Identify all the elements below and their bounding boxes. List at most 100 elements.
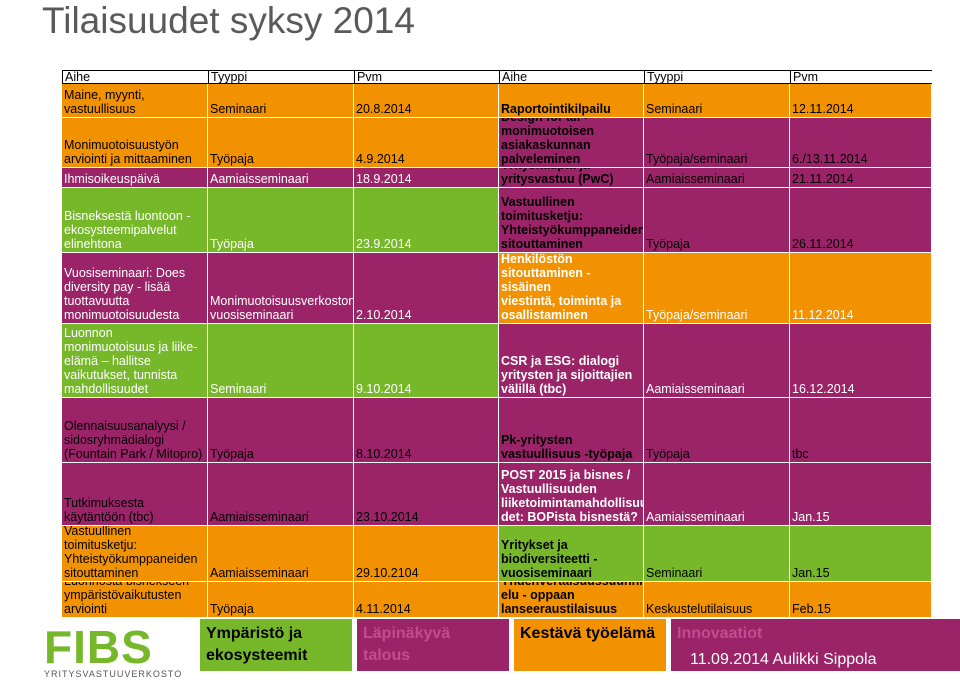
- left-row-2-type-text: Aamiaisseminaari: [210, 172, 309, 186]
- right-row-9-date-text: Feb.15: [792, 602, 831, 616]
- left-row-9-date-text: 4.11.2014: [356, 602, 411, 616]
- table-header-0-text: Aihe: [65, 70, 91, 84]
- right-row-6-topic-text: Pk-yritysten vastuullisuus -työpaja: [501, 433, 633, 461]
- right-row-5-date-text: 16.12.2014: [792, 382, 855, 396]
- right-row-4-date-text: 11.12.2014: [792, 308, 854, 322]
- right-row-7-type-text: Aamiaisseminaari: [646, 510, 745, 524]
- table-header-3: Aihe: [499, 70, 644, 84]
- left-row-3-type-text: Työpaja: [210, 237, 254, 251]
- left-row-8-date: 29.10.2104: [354, 526, 499, 582]
- right-row-0-date: 12.11.2014: [790, 84, 932, 118]
- fibs-logo-subtext: YRITYSVASTUUVERKOSTO: [44, 669, 183, 679]
- legend-work-life: Kestävä työelämä: [514, 619, 666, 671]
- left-row-1-topic: Monimuotoisuustyön arviointi ja mittaami…: [62, 118, 208, 168]
- right-row-3-type-text: Työpaja: [646, 237, 690, 251]
- left-row-3-topic-text: Bisneksestä luontoon - ekosysteemipalvel…: [64, 209, 191, 251]
- left-row-8-type: Aamiaisseminaari: [208, 526, 354, 582]
- left-row-5-topic-text: Luonnon monimuotoisuus ja liike- elämä –…: [64, 326, 198, 396]
- right-row-2-topic: Yrityskaupat ja yritysvastuu (PwC): [499, 168, 644, 188]
- left-row-1-type-text: Työpaja: [210, 152, 254, 166]
- left-row-4-type: Monimuotoisuusverkoston vuosiseminaari: [208, 253, 354, 324]
- right-row-4-topic: Henkilöstön sitouttaminen - sisäinen vie…: [499, 253, 644, 324]
- left-row-7-type: Aamiaisseminaari: [208, 463, 354, 526]
- left-row-0-date-text: 20.8.2014: [356, 102, 412, 116]
- left-row-4-date: 2.10.2014: [354, 253, 499, 324]
- footer-credit: 11.09.2014 Aulikki Sippola: [690, 651, 877, 668]
- left-row-9-topic: Luonnosta bisnekseen - ympäristövaikutus…: [62, 582, 208, 618]
- right-row-6-topic: Pk-yritysten vastuullisuus -työpaja: [499, 398, 644, 463]
- right-row-8-date-text: Jan.15: [792, 566, 830, 580]
- right-row-1-type-text: Työpaja/seminaari: [646, 152, 748, 166]
- right-row-5-type: Aamiaisseminaari: [644, 324, 790, 398]
- left-row-0-topic-text: Maine, myynti, vastuullisuus: [64, 88, 145, 116]
- right-row-8-topic: Yritykset ja biodiversiteetti - vuosisem…: [499, 526, 644, 582]
- right-row-0-topic: Raportointikilpailu: [499, 84, 644, 118]
- left-row-5-date-text: 9.10.2014: [356, 382, 412, 396]
- table-header-0: Aihe: [62, 70, 208, 84]
- left-row-3-type: Työpaja: [208, 188, 354, 253]
- right-row-4-type-text: Työpaja/seminaari: [646, 308, 748, 322]
- left-row-3-date-text: 23.9.2014: [356, 237, 412, 251]
- right-row-4-date: 11.12.2014: [790, 253, 932, 324]
- right-row-7-date-text: Jan.15: [792, 510, 830, 524]
- right-row-3-type: Työpaja: [644, 188, 790, 253]
- right-row-2-topic-text: Yrityskaupat ja yritysvastuu (PwC): [501, 168, 614, 186]
- left-row-2-topic: Ihmisoikeuspäivä: [62, 168, 208, 188]
- right-row-3-date-text: 26.11.2014: [792, 237, 854, 251]
- left-row-8-topic: Vastuullinen toimitusketju: Yhteistyökum…: [62, 526, 208, 582]
- right-row-5-topic: CSR ja ESG: dialogi yritysten ja sijoitt…: [499, 324, 644, 398]
- left-row-3-topic: Bisneksestä luontoon - ekosysteemipalvel…: [62, 188, 208, 253]
- right-row-5-date: 16.12.2014: [790, 324, 932, 398]
- right-row-0-date-text: 12.11.2014: [792, 102, 854, 116]
- left-row-4-type-text: Monimuotoisuusverkoston vuosiseminaari: [210, 294, 354, 322]
- right-row-7-topic-text: POST 2015 ja bisnes / Vastuullisuuden li…: [501, 468, 644, 524]
- right-row-8-type: Seminaari: [644, 526, 790, 582]
- right-row-6-type-text: Työpaja: [646, 447, 690, 461]
- left-row-0-type-text: Seminaari: [210, 102, 267, 116]
- fibs-logo: FIBS: [44, 621, 153, 673]
- table-header-4: Tyyppi: [644, 70, 790, 84]
- left-row-8-date-text: 29.10.2104: [356, 566, 419, 580]
- right-row-9-type-text: Keskustelutilaisuus: [646, 602, 753, 616]
- right-row-0-type-text: Seminaari: [646, 102, 703, 116]
- table-header-1-text: Tyyppi: [211, 70, 248, 84]
- right-row-1-date-text: 6./13.11.2014: [792, 152, 868, 166]
- right-row-2-date: 21.11.2014: [790, 168, 932, 188]
- left-row-7-type-text: Aamiaisseminaari: [210, 510, 309, 524]
- right-row-8-type-text: Seminaari: [646, 566, 703, 580]
- right-row-9-type: Keskustelutilaisuus: [644, 582, 790, 618]
- right-row-7-type: Aamiaisseminaari: [644, 463, 790, 526]
- left-row-7-topic-text: Tutkimuksesta käytäntöön (tbc): [64, 496, 154, 524]
- right-row-7-topic: POST 2015 ja bisnes / Vastuullisuuden li…: [499, 463, 644, 526]
- left-row-0-type: Seminaari: [208, 84, 354, 118]
- legend-environment: Ympäristö ja ekosysteemit: [200, 619, 352, 671]
- table-header-2: Pvm: [354, 70, 499, 84]
- left-row-9-date: 4.11.2014: [354, 582, 499, 618]
- legend-economy: Läpinäkyvä talous: [357, 619, 509, 671]
- left-row-8-type-text: Aamiaisseminaari: [210, 566, 309, 580]
- right-row-2-type: Aamiaisseminaari: [644, 168, 790, 188]
- left-row-1-date-text: 4.9.2014: [356, 152, 405, 166]
- left-row-6-date: 8.10.2014: [354, 398, 499, 463]
- table-header-5: Pvm: [790, 70, 932, 84]
- left-row-2-type: Aamiaisseminaari: [208, 168, 354, 188]
- table-header-1: Tyyppi: [208, 70, 354, 84]
- left-row-0-topic: Maine, myynti, vastuullisuus: [62, 84, 208, 118]
- right-row-3-date: 26.11.2014: [790, 188, 932, 253]
- right-row-4-type: Työpaja/seminaari: [644, 253, 790, 324]
- right-row-1-topic: Design for all - monimuotoisen asiakasku…: [499, 118, 644, 168]
- legend-innovations: Innovaatiot: [671, 619, 960, 671]
- table-header-3-text: Aihe: [502, 70, 528, 84]
- left-row-6-topic-text: Olennaisuusanalyysi / sidosryhmädialogi …: [64, 419, 203, 461]
- left-row-4-topic-text: Vuosiseminaari: Does diversity pay - lis…: [64, 266, 186, 322]
- right-row-5-topic-text: CSR ja ESG: dialogi yritysten ja sijoitt…: [501, 354, 633, 396]
- table-header-4-text: Tyyppi: [647, 70, 684, 84]
- left-row-9-type-text: Työpaja: [210, 602, 254, 616]
- left-row-2-date: 18.9.2014: [354, 168, 499, 188]
- right-row-0-topic-text: Raportointikilpailu: [501, 102, 611, 116]
- right-row-9-date: Feb.15: [790, 582, 932, 618]
- right-row-6-date: tbc: [790, 398, 932, 463]
- left-row-6-topic: Olennaisuusanalyysi / sidosryhmädialogi …: [62, 398, 208, 463]
- left-row-3-date: 23.9.2014: [354, 188, 499, 253]
- left-row-6-type-text: Työpaja: [210, 447, 254, 461]
